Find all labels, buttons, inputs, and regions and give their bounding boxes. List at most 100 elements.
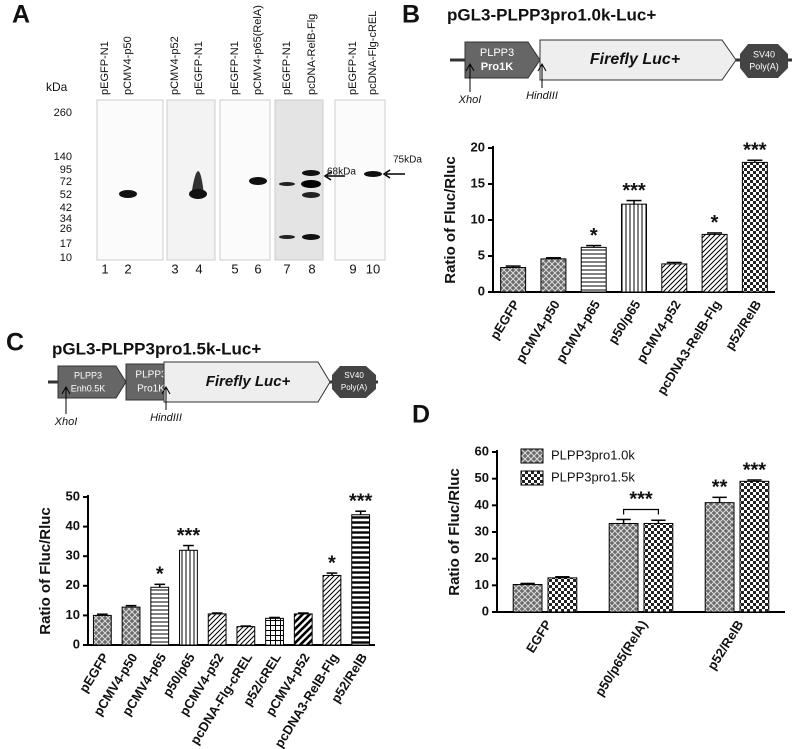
construct-title: pGL3-PLPP3pro1.0k-Luc+ <box>447 5 656 24</box>
site-label: XhoI <box>54 416 78 428</box>
x-tick-label: p52/RelB <box>704 617 746 672</box>
significance: ** <box>712 477 728 499</box>
construct: pGL3-PLPP3pro1.0k-Luc+ PLPP3 Pro1K Firef… <box>447 5 792 106</box>
kda-label: kDa <box>46 80 68 94</box>
legend-swatch <box>520 448 544 464</box>
band <box>189 189 207 199</box>
y-tick-label: 10 <box>475 577 489 592</box>
significance: *** <box>743 459 767 481</box>
membrane <box>96 99 164 261</box>
y-tick-label: 50 <box>66 488 80 503</box>
y-axis-label: Ratio of Fluc/Rluc <box>446 468 463 596</box>
box-label: PLPP3 <box>480 47 514 59</box>
bar <box>739 480 770 613</box>
lane-label: pcDNA-RelB-Flg <box>306 14 318 95</box>
box-label: Firefly Luc+ <box>590 51 680 68</box>
x-tick-label: p50/p65(RelA) <box>592 617 651 698</box>
bar <box>512 584 543 613</box>
significance: * <box>590 225 598 247</box>
size-annotation: 68kDa <box>327 167 356 178</box>
y-tick-label: 10 <box>471 211 485 226</box>
significance: * <box>328 552 336 574</box>
site-label: HindIII <box>526 90 558 102</box>
band <box>119 190 137 198</box>
y-tick-label: 10 <box>66 607 80 622</box>
panel-label: A <box>12 1 30 29</box>
lane-number: 7 <box>283 261 290 276</box>
site-arrow <box>61 385 71 414</box>
significance: *** <box>622 180 646 202</box>
arrow <box>382 169 405 179</box>
box-label: SV40 <box>344 371 364 380</box>
promoter-box <box>464 41 541 79</box>
band <box>302 192 320 198</box>
bar <box>704 502 735 613</box>
polya-box <box>332 366 376 398</box>
lane-number: 6 <box>254 261 261 276</box>
y-tick-label: 50 <box>475 470 489 485</box>
panel-label: D <box>412 401 430 429</box>
box-label: Poly(A) <box>341 383 368 392</box>
box-label: Firefly Luc+ <box>206 373 291 390</box>
y-tick-label: 15 <box>471 175 485 190</box>
y-axis-label: Ratio of Fluc/Rluc <box>442 156 459 284</box>
bar <box>500 267 527 293</box>
lane-label: pCMV4-p65(RelA) <box>252 5 264 95</box>
band <box>279 182 295 186</box>
bar <box>265 617 284 646</box>
bar <box>621 203 647 293</box>
marker-label: 34 <box>60 213 72 225</box>
construct: pGL3-PLPP3pro1.5k-Luc+ PLPP3 Enh0.5K PLP… <box>48 339 378 428</box>
y-tick-label: 30 <box>475 523 489 538</box>
legend-label: PLPP3pro1.5k <box>551 469 635 484</box>
band <box>279 235 295 239</box>
marker-label: 42 <box>60 202 72 214</box>
significance: *** <box>177 525 201 547</box>
bar <box>608 522 639 613</box>
site-label: XhoI <box>458 94 482 106</box>
lane-label: pCMV4-p52 <box>169 36 181 95</box>
luc-box <box>539 39 737 81</box>
bar <box>92 614 112 646</box>
membrane <box>274 99 324 261</box>
x-tick-label: EGFP <box>523 617 555 655</box>
y-tick-label: 60 <box>475 443 489 458</box>
box-label: Pro1K <box>137 384 165 395</box>
significance: *** <box>349 490 373 512</box>
lane-number: 4 <box>195 261 202 276</box>
panel-label: C <box>6 329 24 357</box>
membrane <box>334 99 386 261</box>
lane-number: 2 <box>124 261 131 276</box>
chart-d: 0 10 20 30 40 50 60 Ratio of Fluc/Rluc EGFP *** p5… <box>446 443 785 699</box>
band <box>301 180 321 188</box>
panel-label: B <box>402 1 420 29</box>
polya-box <box>740 44 788 78</box>
arrow <box>323 171 345 181</box>
box-label: Poly(A) <box>749 61 779 71</box>
site-arrow <box>465 62 475 92</box>
band <box>302 170 320 176</box>
y-tick-label: 20 <box>475 550 489 565</box>
membrane <box>166 99 216 261</box>
bracket <box>623 508 659 515</box>
marker-label: 260 <box>54 107 72 119</box>
bar <box>179 549 198 646</box>
bar <box>540 258 567 293</box>
lane-number: 8 <box>308 261 315 276</box>
marker-label: 72 <box>60 176 72 188</box>
bar <box>322 574 342 646</box>
lane-label: pCMV4-p50 <box>122 36 134 95</box>
band <box>364 171 382 177</box>
marker-label: 26 <box>60 223 72 235</box>
construct-title: pGL3-PLPP3pro1.5k-Luc+ <box>52 339 261 358</box>
site-arrow <box>161 385 171 410</box>
bar <box>643 522 674 613</box>
bar <box>236 626 256 646</box>
lane-label: pEGFP-N1 <box>193 41 205 95</box>
x-tick-label: p50/p65 <box>605 297 643 346</box>
bar <box>701 233 728 293</box>
box-label: Pro1K <box>481 61 513 73</box>
band <box>249 177 267 185</box>
